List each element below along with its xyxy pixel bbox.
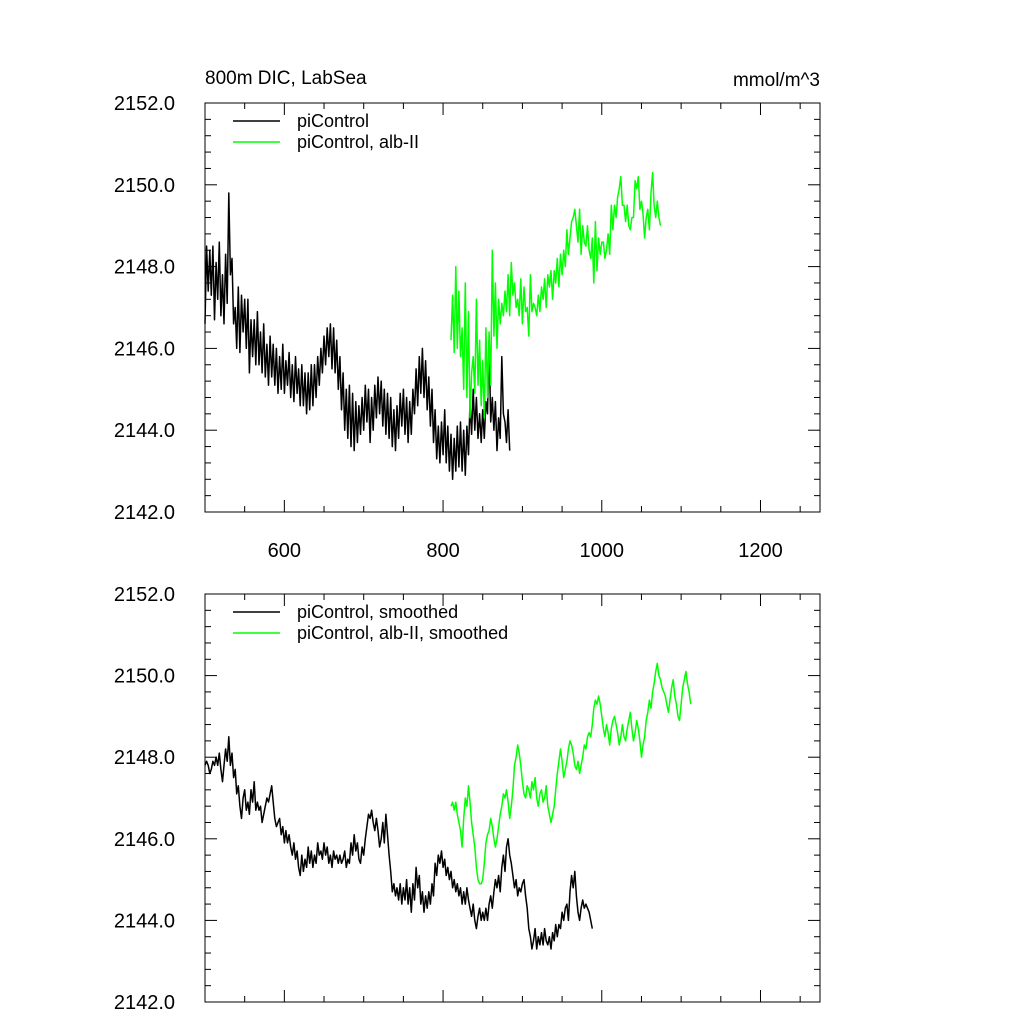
y-tick-label: 2150.0 (114, 666, 175, 688)
x-tick-label: 800 (426, 540, 459, 562)
units-label: mmol/m^3 (733, 70, 820, 91)
y-tick-label: 2142.0 (114, 992, 175, 1014)
y-tick-label: 2152.0 (114, 93, 175, 115)
y-tick-label: 2148.0 (114, 747, 175, 769)
x-tick-label: 600 (268, 540, 301, 562)
top-chart: 800m DIC, LabSea mmol/m^3 600 800 1000 1200… (114, 68, 821, 562)
y-tick-label: 2150.0 (114, 175, 175, 197)
legend-label: piControl, alb-II (297, 132, 419, 152)
y-tick-label: 2142.0 (114, 502, 175, 524)
plot-frame (204, 593, 821, 1003)
legend-label: piControl, alb-II, smoothed (297, 623, 508, 643)
y-tick-label: 2148.0 (114, 257, 175, 279)
legend-label: piControl, smoothed (297, 602, 458, 622)
series-line-1 (204, 736, 594, 950)
y-tick-label: 2144.0 (114, 420, 175, 442)
series-line-2 (450, 171, 662, 419)
y-tick-label: 2144.0 (114, 910, 175, 932)
series-line-2 (450, 662, 692, 885)
x-tick-label: 1200 (738, 540, 783, 562)
plot-frame (204, 102, 821, 513)
y-tick-label: 2146.0 (114, 829, 175, 851)
series-line-1 (204, 192, 511, 481)
x-tick-label: 1000 (580, 540, 625, 562)
y-tick-label: 2146.0 (114, 338, 175, 360)
y-tick-label: 2152.0 (114, 584, 175, 606)
legend-label: piControl (297, 111, 369, 131)
chart-title: 800m DIC, LabSea (205, 68, 367, 89)
bottom-chart: 2142.0 2144.0 2146.0 2148.0 2150.0 2152.0 piCo… (114, 584, 821, 1014)
